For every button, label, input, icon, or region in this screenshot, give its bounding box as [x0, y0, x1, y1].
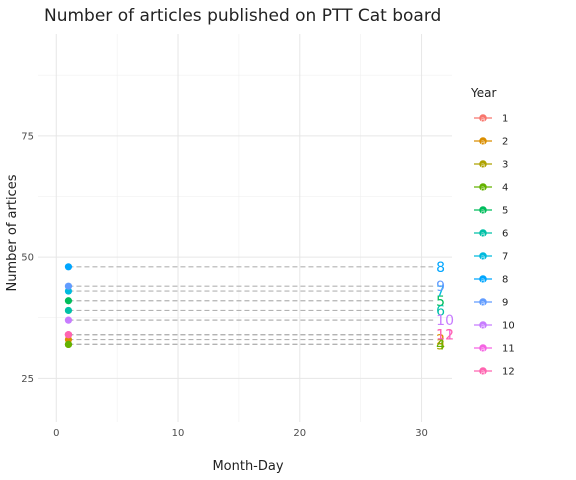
x-tick-label: 0 [53, 428, 59, 439]
y-tick-label: 75 [21, 131, 34, 142]
series-end-label-6: 6 [436, 303, 445, 319]
legend-label: 1 [502, 114, 508, 125]
legend-key-glyph: a [481, 276, 486, 285]
axis-ticks: 0 10 20 30 25 50 75 [21, 131, 428, 439]
series-end-label-9: 9 [436, 279, 445, 295]
series-point-9 [64, 282, 73, 290]
series-end-label-3: 3 [436, 337, 445, 353]
legend-key-point [479, 275, 487, 283]
legend-key-point [479, 114, 487, 122]
series-point-5 [64, 297, 73, 305]
legend-key-glyph: a [481, 299, 486, 308]
y-tick-label: 50 [21, 253, 34, 264]
legend-item-12: a 12 [474, 367, 515, 378]
legend-key-point [479, 183, 487, 191]
legend-key-glyph: a [481, 253, 486, 262]
series-end-label-4: 4 [436, 337, 445, 353]
chart-title: Number of articles published on PTT Cat … [44, 6, 441, 26]
series-point-6 [64, 306, 73, 315]
legend-key-glyph: a [481, 322, 486, 331]
series-point-4 [64, 340, 73, 348]
series-end-label-8: 8 [436, 260, 445, 276]
legend-key-point [479, 160, 487, 168]
series-end-label-11: 11 [436, 328, 454, 344]
legend-label: 9 [502, 298, 508, 309]
series-end-label-7: 7 [436, 284, 445, 300]
legend-key-glyph: a [481, 115, 486, 124]
x-tick-label: 10 [172, 428, 185, 439]
legend-key-glyph: a [481, 138, 486, 147]
legend-label: 5 [502, 206, 508, 217]
series-end-label-2: 2 [436, 333, 445, 349]
legend-key-glyph: a [481, 207, 486, 216]
x-tick-label: 30 [415, 428, 428, 439]
legend-label: 4 [502, 183, 508, 194]
series-end-label-5: 5 [436, 294, 445, 310]
legend-title: Year [470, 86, 496, 100]
y-axis-title: Number of artices [5, 174, 20, 291]
legend-key-glyph: a [481, 345, 486, 354]
legend-key-point [479, 298, 487, 306]
y-tick-label: 25 [21, 374, 34, 385]
legend-label: 10 [502, 321, 515, 332]
series-end-label-10: 10 [436, 313, 454, 329]
legend-label: 11 [502, 344, 515, 355]
series-end-label-1: 1 [436, 328, 445, 344]
series-lines [68, 266, 434, 345]
x-axis-title: Month-Day [212, 459, 283, 474]
legend-item-11: a 11 [474, 344, 515, 355]
legend-label: 6 [502, 229, 508, 240]
series-point-10 [64, 316, 73, 324]
legend-key-point [479, 229, 487, 237]
legend-label: 8 [502, 275, 508, 286]
legend-key-point [479, 321, 487, 329]
legend-key-glyph: a [481, 230, 486, 239]
grid [38, 34, 452, 422]
legend-key-point [479, 137, 487, 145]
legend-key-glyph: a [481, 368, 486, 377]
series-point-8 [64, 263, 73, 271]
legend-key-point [479, 206, 487, 214]
series-point-12 [64, 331, 73, 339]
legend-label: 12 [502, 367, 515, 378]
legend-label: 7 [502, 252, 508, 263]
legend-key-point [479, 367, 487, 375]
x-tick-label: 20 [293, 428, 306, 439]
series-points [64, 263, 73, 348]
legend-item-10: a 10 [474, 321, 515, 332]
legend-label: 3 [502, 160, 508, 171]
legend-key-glyph: a [481, 161, 486, 170]
legend-label: 2 [502, 137, 508, 148]
legend: Year a 1a 2a 3a 4a 5a 6a 7a 8a 9a 10a 11a 12 [470, 86, 515, 378]
legend-key-glyph: a [481, 184, 486, 193]
series-end-label-12: 12 [436, 328, 454, 344]
legend-key-point [479, 252, 487, 260]
legend-key-point [479, 344, 487, 352]
